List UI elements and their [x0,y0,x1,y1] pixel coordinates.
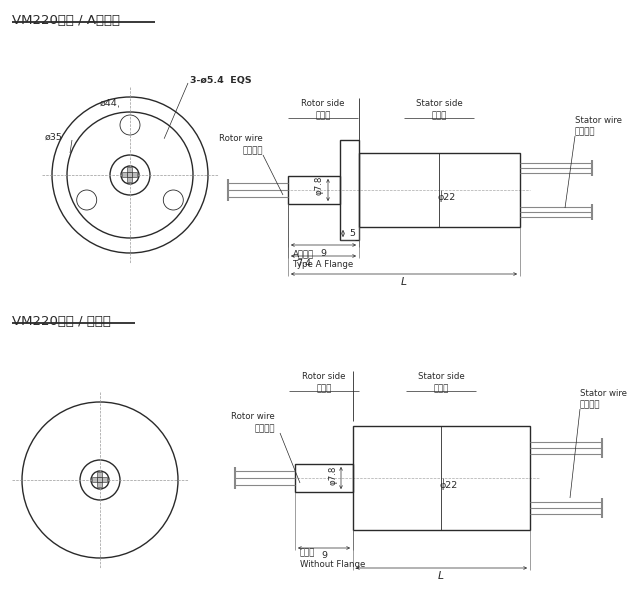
Text: ø35: ø35 [45,133,63,141]
Text: 7.4: 7.4 [296,259,311,268]
Bar [359,153,520,227]
Text: φ7.8: φ7.8 [328,466,337,485]
Text: φ7.8: φ7.8 [315,176,324,195]
Text: 定子出线: 定子出线 [580,400,600,409]
Bar [353,426,530,530]
Text: 5: 5 [349,228,355,238]
Text: 定子出线: 定子出线 [575,127,596,136]
Bar [340,140,359,240]
Text: φ22: φ22 [438,193,456,202]
Text: 转子出线: 转子出线 [254,424,275,433]
Text: 3-ø5.4  EQS: 3-ø5.4 EQS [190,76,252,84]
Text: 转子边: 转子边 [315,111,331,120]
Text: Without Flange: Without Flange [300,560,365,569]
Text: Type A Flange: Type A Flange [293,260,353,269]
Text: 转子出线: 转子出线 [243,146,263,155]
Text: 无法兰: 无法兰 [300,548,315,557]
Text: Rotor wire: Rotor wire [220,134,263,143]
Bar [127,172,132,177]
Text: Stator side: Stator side [415,99,462,108]
Text: 9: 9 [321,551,327,561]
Text: L: L [401,277,407,287]
Bar [127,167,132,171]
Bar [288,176,340,204]
Bar [97,478,102,482]
Text: VM220系列 / 无法兰: VM220系列 / 无法兰 [12,315,111,328]
Text: L: L [438,571,444,581]
Bar [127,178,132,182]
Text: Stator wire: Stator wire [575,116,622,125]
Text: ø44: ø44 [100,99,117,107]
Text: φ22: φ22 [440,482,458,490]
Bar [97,482,102,487]
Text: A型法兰: A型法兰 [293,249,314,258]
Bar [92,478,97,482]
Text: Stator wire: Stator wire [580,389,627,398]
Text: 9: 9 [320,248,326,258]
Bar [103,478,107,482]
Bar [127,172,132,177]
Bar [295,464,353,492]
Bar [97,478,102,482]
Text: Rotor side: Rotor side [301,99,345,108]
Text: 转子边: 转子边 [317,384,332,393]
Bar [132,172,137,177]
Bar [97,472,102,477]
Text: Stator side: Stator side [418,372,464,381]
Text: 定子边: 定子边 [433,384,449,393]
Text: 定子边: 定子边 [431,111,447,120]
Bar [122,172,126,177]
Text: VM220系列 / A型法兰: VM220系列 / A型法兰 [12,14,120,27]
Text: Rotor side: Rotor side [302,372,346,381]
Text: Rotor wire: Rotor wire [231,412,275,421]
